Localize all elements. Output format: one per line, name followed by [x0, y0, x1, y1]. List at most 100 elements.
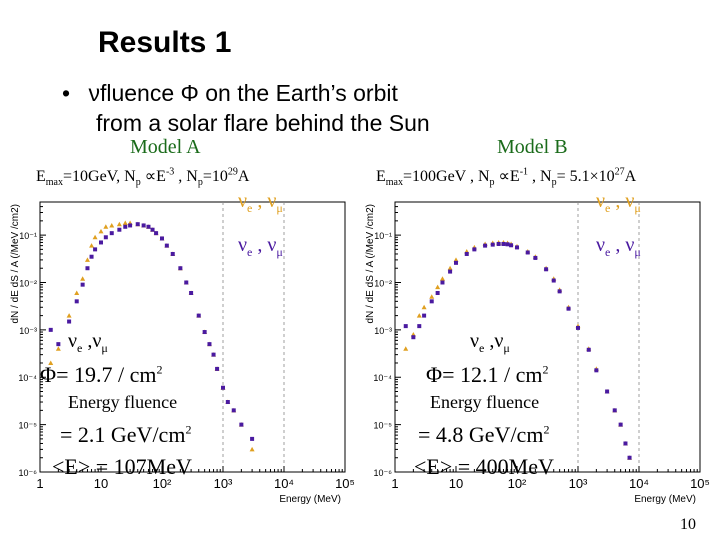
- data-point: [447, 265, 453, 271]
- bullet-text-1: νfluence Φ on the Earth’s orbit: [88, 80, 398, 106]
- y-tick-label: 10⁻¹: [19, 231, 37, 241]
- data-point: [103, 235, 108, 240]
- data-point: [189, 291, 194, 296]
- data-point: [249, 446, 255, 452]
- data-point: [89, 254, 94, 259]
- data-point: [215, 366, 220, 371]
- data-point: [98, 228, 104, 234]
- x-tick-label: 10⁵: [690, 476, 710, 491]
- data-point: [48, 360, 54, 365]
- bullet-line-2: from a solar flare behind the Sun: [96, 110, 430, 136]
- data-point: [66, 313, 72, 318]
- data-point: [525, 250, 530, 255]
- y-tick-label: 10⁻⁴: [373, 373, 392, 383]
- data-point: [89, 243, 95, 248]
- data-point: [128, 223, 133, 228]
- data-point: [551, 278, 556, 283]
- model-b-energy-fluence-label: Energy fluence: [430, 392, 540, 412]
- model-a-title: Model A: [130, 136, 201, 158]
- data-point: [93, 247, 98, 252]
- data-point: [231, 408, 236, 413]
- data-point: [178, 266, 183, 271]
- data-point: [464, 251, 469, 256]
- data-point: [421, 304, 427, 310]
- data-point: [605, 389, 610, 394]
- x-tick-label: 1: [36, 476, 43, 491]
- x-tick-label: 10³: [214, 476, 233, 491]
- data-point: [150, 227, 155, 232]
- data-point: [544, 267, 549, 272]
- data-point: [116, 221, 122, 227]
- model-a-params: Emax=10GeV, Np ∝E-3 , Np=1029A: [36, 166, 250, 189]
- y-tick-label: 10⁻⁶: [374, 468, 393, 478]
- data-point: [515, 245, 519, 250]
- data-point: [440, 280, 445, 285]
- data-point: [221, 385, 225, 390]
- data-point: [135, 222, 140, 227]
- data-point: [623, 441, 628, 446]
- model-b-mean-energy: <E> = 400MeV: [414, 454, 554, 479]
- legend-a-nue: νe , νμ: [238, 190, 283, 215]
- data-point: [417, 324, 422, 329]
- y-tick-label: 10⁻⁶: [19, 468, 38, 478]
- data-point: [250, 436, 255, 441]
- data-point: [483, 243, 488, 248]
- data-point: [435, 284, 441, 290]
- series-numu: [48, 222, 255, 441]
- model-b-flavor-label: νe ,νμ: [470, 330, 510, 355]
- model-b-phi: Φ= 12.1 / cm2: [426, 362, 549, 387]
- model-b-params: Emax=100GeV , Np ∝E-1 , Np= 5.1×1027A: [376, 166, 637, 189]
- data-point: [505, 242, 510, 247]
- data-point: [85, 266, 90, 271]
- data-point: [202, 330, 207, 335]
- y-tick-label: 10⁻⁴: [18, 373, 37, 383]
- x-tick-label: 10⁴: [629, 476, 649, 491]
- data-point: [618, 422, 623, 427]
- data-point: [154, 231, 159, 236]
- data-point: [429, 294, 435, 299]
- data-point: [225, 400, 230, 405]
- data-point: [501, 241, 506, 246]
- y-axis-label: dN / dE dS / A (/MeV /cm2): [365, 204, 376, 324]
- data-point: [92, 234, 98, 240]
- y-tick-label: 10⁻²: [374, 278, 392, 288]
- data-point: [239, 422, 244, 427]
- chart-model-a: 1 10 10² 10³ 10⁴ 10⁵ 10⁻⁶ 10⁻⁵ 10⁻⁴ 10⁻³ 10⁻² 10⁻¹ E…: [10, 201, 355, 505]
- model-a-mean-energy: <E> = 107MeV: [52, 454, 192, 479]
- x-axis-label: Energy (MeV): [279, 494, 341, 505]
- bullet-marker: •: [62, 80, 71, 106]
- x-tick-label: 10⁵: [335, 476, 355, 491]
- data-point: [211, 352, 216, 357]
- data-point: [403, 346, 409, 351]
- data-point: [612, 408, 617, 413]
- data-point: [103, 224, 109, 229]
- data-point: [509, 243, 514, 248]
- data-point: [184, 280, 189, 285]
- data-point: [170, 251, 175, 256]
- x-tick-label: 10²: [508, 476, 527, 491]
- data-point: [67, 319, 72, 324]
- data-point: [80, 276, 86, 281]
- legend-a-numu: νe , νμ: [238, 234, 283, 259]
- slide-title: Results 1: [98, 26, 232, 59]
- data-point: [453, 257, 459, 262]
- x-axis-label: Energy (MeV): [634, 494, 696, 505]
- model-a-energy-fluence-value: = 2.1 GeV/cm2: [60, 422, 192, 447]
- data-point: [496, 241, 501, 246]
- data-point: [74, 290, 80, 296]
- model-a-phi: Φ= 19.7 / cm2: [40, 362, 163, 387]
- data-point: [422, 313, 427, 318]
- data-point: [533, 255, 538, 260]
- data-point: [99, 240, 103, 245]
- data-point: [448, 269, 453, 274]
- y-tick-label: 10⁻²: [19, 278, 37, 288]
- series-numu: [403, 241, 632, 460]
- data-point: [411, 335, 416, 340]
- data-point: [74, 299, 79, 304]
- data-point: [117, 227, 122, 232]
- data-point: [557, 289, 562, 294]
- data-point: [123, 224, 128, 229]
- legend-b-nue: νe , νμ: [596, 190, 641, 215]
- model-a-flavor-label: νe ,νμ: [68, 330, 108, 355]
- data-point: [109, 231, 114, 236]
